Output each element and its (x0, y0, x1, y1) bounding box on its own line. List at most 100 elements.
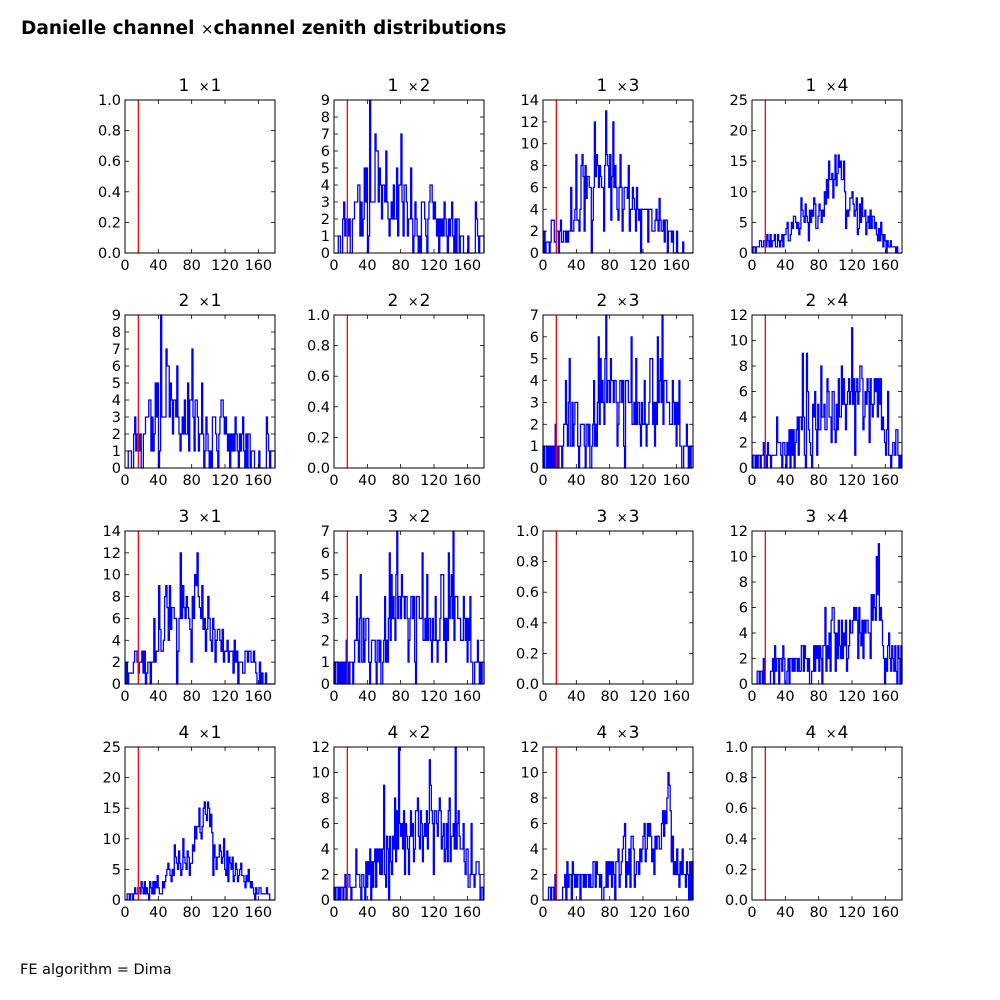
y-tick-label: 3 (321, 611, 330, 627)
x-tick-label: 0 (329, 473, 338, 489)
panel-title-col: 2 (420, 507, 431, 527)
y-tick-label: 4 (321, 178, 330, 194)
times-symbol: × (199, 511, 210, 526)
times-symbol: × (408, 80, 419, 95)
y-tick-label: 2 (321, 633, 330, 649)
y-tick-label: 6 (112, 611, 121, 627)
y-tick-label: 0.2 (725, 862, 748, 878)
axes-frame (333, 530, 485, 685)
panel-title-row: 3 (179, 507, 195, 527)
y-tick-label: 2 (739, 652, 748, 668)
y-tick-label: 1 (530, 439, 539, 455)
x-tick-label: 120 (420, 689, 448, 705)
y-tick-label: 12 (730, 308, 748, 324)
x-tick-label: 0 (747, 689, 756, 705)
x-tick-label: 120 (629, 473, 657, 489)
panel-title: 4 ×4 (806, 723, 849, 743)
figure-title-part1: Danielle channel (21, 18, 201, 39)
y-tick-label: 0 (530, 461, 539, 477)
panel-title-row: 2 (597, 291, 613, 311)
y-tick-label: 0 (739, 246, 748, 262)
histogram-line (333, 746, 484, 901)
y-tick-label: 0.0 (307, 461, 330, 477)
x-tick-label: 0 (538, 905, 547, 921)
x-tick-label: 0 (120, 258, 129, 274)
y-tick-label: 0 (739, 677, 748, 693)
y-tick-label: 8 (112, 325, 121, 341)
y-tick-label: 8 (530, 791, 539, 807)
x-tick-label: 160 (662, 689, 690, 705)
times-symbol: × (617, 80, 628, 95)
y-tick-label: 12 (521, 740, 539, 756)
y-tick-label: 6 (739, 385, 748, 401)
panel-title-row: 2 (806, 291, 822, 311)
x-tick-label: 0 (538, 473, 547, 489)
x-tick-label: 160 (453, 258, 481, 274)
y-tick-label: 1.0 (725, 740, 748, 756)
y-tick-label: 3 (530, 395, 539, 411)
panel-title: 4 ×1 (179, 723, 222, 743)
panel-title-col: 2 (420, 723, 431, 743)
y-tick-label: 3 (321, 195, 330, 211)
panel-title-row: 3 (388, 507, 404, 527)
panel-1-3: 1 ×3 0 40 80 120 160 0 2 4 6 8 10 12 14 (521, 76, 694, 274)
x-tick-label: 160 (244, 689, 272, 705)
x-tick-label: 40 (358, 258, 376, 274)
y-tick-label: 6 (112, 359, 121, 375)
times-symbol: × (617, 295, 628, 310)
y-tick-label: 0.6 (516, 585, 539, 601)
axes-frame (124, 99, 276, 254)
x-tick-label: 160 (871, 689, 899, 705)
panel-title-col: 1 (211, 291, 222, 311)
y-tick-label: 0 (321, 893, 330, 909)
y-tick-label: 1 (112, 444, 121, 460)
times-symbol: × (826, 727, 837, 742)
x-tick-label: 120 (420, 258, 448, 274)
y-tick-label: 10 (730, 185, 748, 201)
histogram-line (752, 543, 903, 685)
y-tick-label: 8 (530, 159, 539, 175)
x-tick-label: 40 (149, 689, 167, 705)
x-tick-label: 80 (600, 258, 618, 274)
y-tick-label: 5 (321, 161, 330, 177)
axes-frame (124, 530, 276, 685)
y-tick-label: 0.6 (98, 154, 121, 170)
axes-frame (751, 746, 903, 901)
y-tick-label: 0.8 (725, 771, 748, 787)
y-tick-label: 10 (730, 550, 748, 566)
y-tick-label: 2 (112, 655, 121, 671)
x-tick-label: 80 (182, 689, 200, 705)
panel-title-row: 3 (806, 507, 822, 527)
y-tick-label: 2 (321, 212, 330, 228)
panel-title: 3 ×2 (388, 507, 431, 527)
y-tick-label: 7 (321, 127, 330, 143)
y-tick-label: 0.2 (98, 215, 121, 231)
figure-title-part2: channel zenith distributions (213, 18, 507, 39)
y-tick-label: 7 (321, 524, 330, 540)
y-tick-label: 0 (321, 246, 330, 262)
y-tick-label: 9 (321, 93, 330, 109)
y-tick-label: 10 (730, 334, 748, 350)
y-tick-label: 8 (321, 791, 330, 807)
y-tick-label: 0.4 (516, 616, 539, 632)
x-tick-label: 120 (629, 689, 657, 705)
y-tick-label: 4 (530, 374, 539, 390)
y-tick-label: 2 (739, 436, 748, 452)
x-tick-label: 120 (629, 905, 657, 921)
y-tick-label: 3 (112, 410, 121, 426)
panel-title-col: 2 (420, 291, 431, 311)
x-tick-label: 40 (776, 689, 794, 705)
x-tick-label: 0 (120, 473, 129, 489)
x-tick-label: 160 (662, 905, 690, 921)
y-tick-label: 2 (530, 868, 539, 884)
y-tick-label: 1.0 (516, 524, 539, 540)
x-tick-label: 0 (747, 905, 756, 921)
y-tick-label: 0.8 (307, 339, 330, 355)
